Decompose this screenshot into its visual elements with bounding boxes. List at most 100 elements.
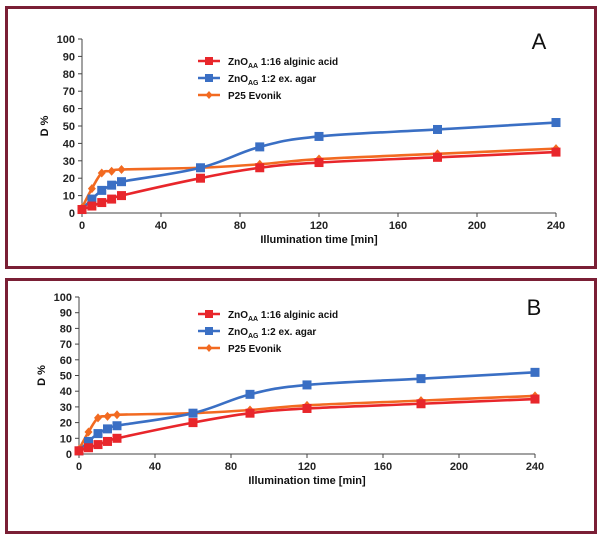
- chart-a-svg: 0 10 20 30 40 50 60 70 80 90 100 0 40 80 120 160 200 240 I…: [39, 29, 565, 246]
- data-point-a-2: [117, 165, 126, 174]
- x-tick-label-a: 0: [79, 220, 85, 232]
- x-tick-label-a: 160: [389, 220, 407, 232]
- y-tick-label-b: 100: [54, 292, 72, 304]
- data-point-b-1: [245, 389, 255, 399]
- data-point-a-0: [314, 158, 324, 168]
- data-point-a-0: [107, 194, 117, 204]
- y-tick-label-b: 40: [60, 386, 72, 398]
- panel-letter-b: B: [527, 295, 542, 320]
- data-point-a-1: [97, 185, 107, 195]
- x-tick-label-b: 80: [225, 461, 237, 473]
- y-tick-label-b: 80: [60, 323, 72, 335]
- data-point-b-0: [302, 403, 312, 413]
- data-point-a-1: [87, 194, 97, 204]
- x-tick-label-b: 120: [298, 461, 316, 473]
- y-tick-label-a: 70: [63, 86, 75, 98]
- legend-marker-a-2: [205, 91, 213, 99]
- legend-label-a-2: P25 Evonik: [228, 91, 282, 102]
- y-tick-label-a: 50: [63, 121, 75, 133]
- panel-letter-a: A: [532, 29, 547, 54]
- x-axis-label-b: Illumination time [min]: [248, 475, 366, 487]
- data-point-b-1: [84, 436, 93, 446]
- x-tick-label-b: 240: [526, 461, 544, 473]
- data-point-a-1: [107, 180, 117, 190]
- data-point-b-0: [74, 446, 84, 456]
- data-point-a-2: [107, 166, 116, 176]
- data-point-b-1: [530, 367, 540, 377]
- legend-label-a-1: ZnOAG 1:2 ex. agar: [228, 74, 316, 87]
- data-point-a-2: [87, 184, 96, 194]
- x-tick-label-b: 160: [374, 461, 392, 473]
- y-axis-label-a: D %: [39, 115, 51, 136]
- y-tick-label-a: 90: [63, 51, 75, 63]
- y-tick-label-b: 30: [60, 402, 72, 414]
- data-point-a-0: [433, 152, 442, 162]
- data-point-a-0: [551, 147, 561, 157]
- chart-b-svg: 0 10 20 30 40 50 60 70 80 90 100 0 40 80 120 160 200 240 I…: [36, 292, 544, 487]
- data-point-b-1: [416, 374, 426, 384]
- data-point-b-0: [416, 399, 426, 409]
- data-point-b-0: [530, 394, 540, 404]
- series-line-a-2: [80, 147, 557, 209]
- x-tick-label-a: 80: [234, 220, 246, 232]
- y-tick-label-b: 50: [60, 371, 72, 383]
- series-line-b-2: [77, 394, 536, 450]
- data-point-a-0: [77, 205, 87, 215]
- y-tick-label-b: 70: [60, 339, 72, 351]
- y-tick-label-a: 100: [57, 34, 75, 46]
- data-point-a-0: [117, 191, 126, 201]
- data-point-b-0: [188, 418, 198, 428]
- legend-label-b-2: P25 Evonik: [228, 344, 282, 355]
- x-axis-label-a: Illumination time [min]: [260, 234, 378, 246]
- x-tick-label-a: 40: [155, 220, 167, 232]
- chart-panel-a: 0 10 20 30 40 50 60 70 80 90 100 0 40 80 120 160 200 240 I…: [5, 6, 597, 269]
- y-tick-label-a: 30: [63, 156, 75, 168]
- data-point-a-1: [314, 131, 324, 141]
- y-tick-label-b: 60: [60, 355, 72, 367]
- y-tick-label-a: 10: [63, 191, 75, 203]
- data-point-b-2: [103, 411, 112, 421]
- data-point-b-0: [93, 440, 103, 450]
- data-point-b-2: [94, 413, 102, 423]
- y-tick-label-b: 10: [60, 433, 72, 445]
- legend-label-b-1: ZnOAG 1:2 ex. agar: [228, 327, 316, 340]
- y-tick-label-b: 90: [60, 308, 72, 320]
- data-point-a-1: [433, 124, 442, 134]
- legend-marker-a-1: [205, 74, 213, 82]
- chart-panel-b: 0 10 20 30 40 50 60 70 80 90 100 0 40 80 120 160 200 240 I…: [5, 278, 597, 534]
- data-point-b-0: [84, 443, 93, 453]
- legend-marker-a-0: [205, 57, 213, 65]
- data-point-a-0: [87, 201, 97, 211]
- x-tick-label-a: 240: [547, 220, 565, 232]
- data-point-a-1: [551, 118, 561, 128]
- y-tick-label-a: 40: [63, 138, 75, 150]
- x-tick-label-b: 40: [149, 461, 161, 473]
- legend-marker-b-0: [205, 310, 213, 318]
- x-tick-label-a: 200: [468, 220, 486, 232]
- legend-marker-b-1: [205, 327, 213, 335]
- data-point-a-0: [97, 198, 107, 208]
- y-tick-label-b: 20: [60, 418, 72, 430]
- legend-label-b-0: ZnOAA 1:16 alginic acid: [228, 310, 338, 323]
- data-point-a-0: [196, 173, 205, 183]
- data-point-a-1: [255, 142, 265, 152]
- data-point-a-2: [97, 168, 106, 178]
- y-tick-label-a: 80: [63, 69, 75, 81]
- data-point-b-0: [245, 408, 255, 418]
- data-point-b-0: [103, 436, 112, 446]
- data-point-b-1: [188, 408, 198, 418]
- data-point-b-0: [112, 433, 122, 443]
- legend-marker-b-2: [205, 344, 213, 352]
- x-tick-label-b: 200: [450, 461, 468, 473]
- y-tick-label-a: 60: [63, 104, 75, 116]
- data-point-b-1: [112, 421, 122, 431]
- data-point-b-1: [103, 424, 112, 434]
- data-point-a-1: [196, 163, 205, 173]
- y-tick-label-a: 20: [63, 173, 75, 185]
- y-tick-label-a: 0: [69, 208, 75, 220]
- data-point-a-1: [117, 177, 126, 187]
- data-point-b-2: [113, 410, 121, 420]
- data-point-a-0: [255, 163, 265, 173]
- data-point-b-1: [93, 429, 103, 439]
- y-axis-label-b: D %: [36, 365, 48, 386]
